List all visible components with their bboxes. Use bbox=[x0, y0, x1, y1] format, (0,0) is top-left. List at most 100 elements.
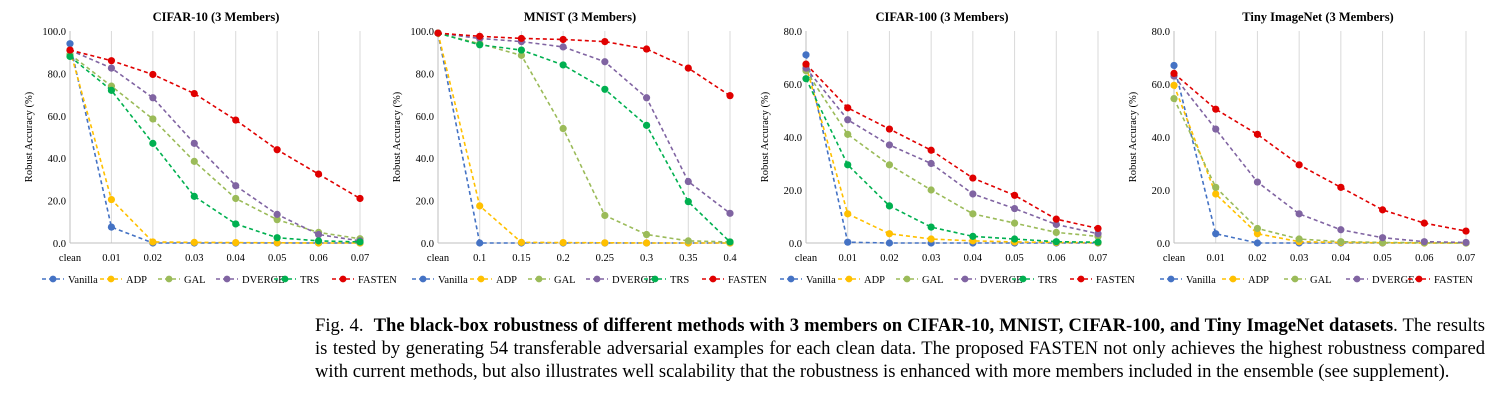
data-point-adp bbox=[927, 235, 935, 243]
legend-marker bbox=[107, 275, 115, 283]
data-point-vanilla bbox=[802, 51, 810, 59]
data-point-trs bbox=[1010, 235, 1019, 243]
y-tick-label: 40.0 bbox=[48, 154, 66, 165]
x-tick-label: 0.1 bbox=[473, 253, 486, 264]
caption-prefix: Fig. 4. bbox=[315, 315, 364, 336]
data-point-fasten bbox=[476, 32, 484, 40]
data-point-trs bbox=[559, 61, 567, 69]
data-point-dverge bbox=[1295, 210, 1303, 218]
data-point-dverge bbox=[232, 182, 240, 190]
x-tick-label: clean bbox=[795, 253, 818, 264]
y-tick-label: 60.0 bbox=[784, 80, 802, 91]
y-tick-label: 100.0 bbox=[410, 27, 434, 38]
y-tick-label: 100.0 bbox=[42, 27, 66, 38]
data-point-adp bbox=[601, 239, 609, 247]
data-point-dverge bbox=[642, 94, 651, 102]
data-point-adp bbox=[642, 239, 651, 247]
x-tick-label: 0.07 bbox=[351, 253, 369, 264]
series-line-fasten bbox=[437, 32, 731, 97]
series-line-adp bbox=[437, 32, 730, 244]
data-point-trs bbox=[476, 41, 484, 49]
data-point-trs bbox=[642, 121, 651, 129]
series-line-dverge bbox=[69, 49, 361, 242]
data-point-adp bbox=[844, 210, 852, 218]
x-tick-label: 0.07 bbox=[1089, 253, 1107, 264]
data-point-trs bbox=[927, 223, 935, 231]
data-point-adp bbox=[149, 238, 157, 246]
data-point-vanilla bbox=[885, 239, 894, 247]
data-point-gal bbox=[190, 157, 198, 165]
data-point-gal bbox=[1052, 228, 1060, 236]
data-point-fasten bbox=[1295, 161, 1303, 169]
y-tick-label: 0.0 bbox=[1157, 239, 1170, 250]
x-tick-label: 0.03 bbox=[185, 253, 203, 264]
y-axis-label: Robust Accuracy (%) bbox=[392, 91, 403, 182]
y-tick-label: 60.0 bbox=[1152, 80, 1170, 91]
x-tick-label: 0.05 bbox=[1005, 253, 1023, 264]
data-point-vanilla bbox=[66, 40, 74, 48]
data-point-dverge bbox=[1094, 230, 1102, 238]
data-point-dverge bbox=[107, 64, 116, 72]
y-tick-label: 60.0 bbox=[48, 112, 66, 123]
data-point-dverge bbox=[149, 94, 157, 102]
data-point-trs bbox=[1094, 238, 1102, 246]
data-point-gal bbox=[232, 194, 240, 203]
legend-label: GAL bbox=[554, 275, 576, 286]
series-line-fasten bbox=[805, 63, 1099, 230]
data-point-fasten bbox=[232, 116, 240, 124]
legend-marker bbox=[281, 275, 289, 283]
x-tick-label: 0.03 bbox=[1290, 253, 1308, 264]
data-point-fasten bbox=[1420, 219, 1428, 227]
data-point-dverge bbox=[1462, 238, 1470, 247]
legend-label: ADP bbox=[864, 275, 885, 286]
data-point-adp bbox=[232, 238, 240, 247]
data-point-fasten bbox=[1170, 69, 1178, 77]
data-point-adp bbox=[885, 230, 894, 238]
data-point-fasten bbox=[844, 104, 852, 112]
data-point-dverge bbox=[314, 230, 323, 239]
x-tick-label: 0.02 bbox=[1248, 253, 1266, 264]
data-point-dverge bbox=[1212, 125, 1220, 133]
data-point-fasten bbox=[559, 35, 567, 44]
legend-marker bbox=[709, 275, 717, 283]
x-tick-label: 0.25 bbox=[596, 253, 614, 264]
legend-marker bbox=[903, 275, 911, 283]
legend-label: DVERGE bbox=[242, 275, 285, 286]
legend-marker bbox=[1229, 275, 1237, 283]
data-point-adp bbox=[559, 238, 567, 247]
x-tick-label: 0.04 bbox=[1332, 253, 1351, 264]
data-point-trs bbox=[314, 237, 323, 245]
legend-marker bbox=[165, 275, 173, 283]
data-point-vanilla bbox=[1212, 230, 1220, 238]
x-tick-label: 0.06 bbox=[1047, 253, 1065, 264]
data-point-gal bbox=[844, 130, 852, 138]
legend-marker bbox=[1353, 275, 1361, 283]
y-tick-label: 40.0 bbox=[416, 154, 434, 165]
legend-marker bbox=[651, 275, 659, 283]
y-tick-label: 80.0 bbox=[48, 69, 66, 80]
legend-label: FASTEN bbox=[1096, 275, 1135, 286]
data-point-trs bbox=[517, 46, 526, 54]
x-tick-label: 0.02 bbox=[144, 253, 162, 264]
data-point-fasten bbox=[1212, 105, 1220, 113]
data-point-dverge bbox=[1052, 220, 1060, 229]
data-point-fasten bbox=[273, 146, 281, 154]
legend-label: ADP bbox=[1248, 275, 1269, 286]
legend-label: Vanilla bbox=[438, 275, 468, 286]
data-point-dverge bbox=[927, 159, 935, 168]
data-point-trs bbox=[190, 192, 198, 200]
series-line-fasten bbox=[1173, 72, 1467, 232]
x-tick-label: 0.4 bbox=[723, 253, 737, 264]
y-tick-label: 40.0 bbox=[784, 133, 802, 144]
legend-marker bbox=[535, 275, 543, 283]
data-point-fasten bbox=[1052, 215, 1060, 223]
x-tick-label: 0.3 bbox=[640, 253, 653, 264]
y-axis-label: Robust Accuracy (%) bbox=[760, 91, 771, 182]
series-line-adp bbox=[805, 65, 1099, 244]
chart-panel-2: MNIST (3 Members) Robust Accuracy (%) 0.0 2… bbox=[392, 10, 767, 286]
legend-label: ADP bbox=[496, 275, 517, 286]
chart-panel-4: Tiny ImageNet (3 Members) Robust Accuracy… bbox=[1128, 10, 1475, 286]
data-point-gal bbox=[1253, 224, 1262, 233]
y-tick-label: 80.0 bbox=[416, 69, 434, 80]
x-tick-label: 0.01 bbox=[102, 253, 120, 264]
